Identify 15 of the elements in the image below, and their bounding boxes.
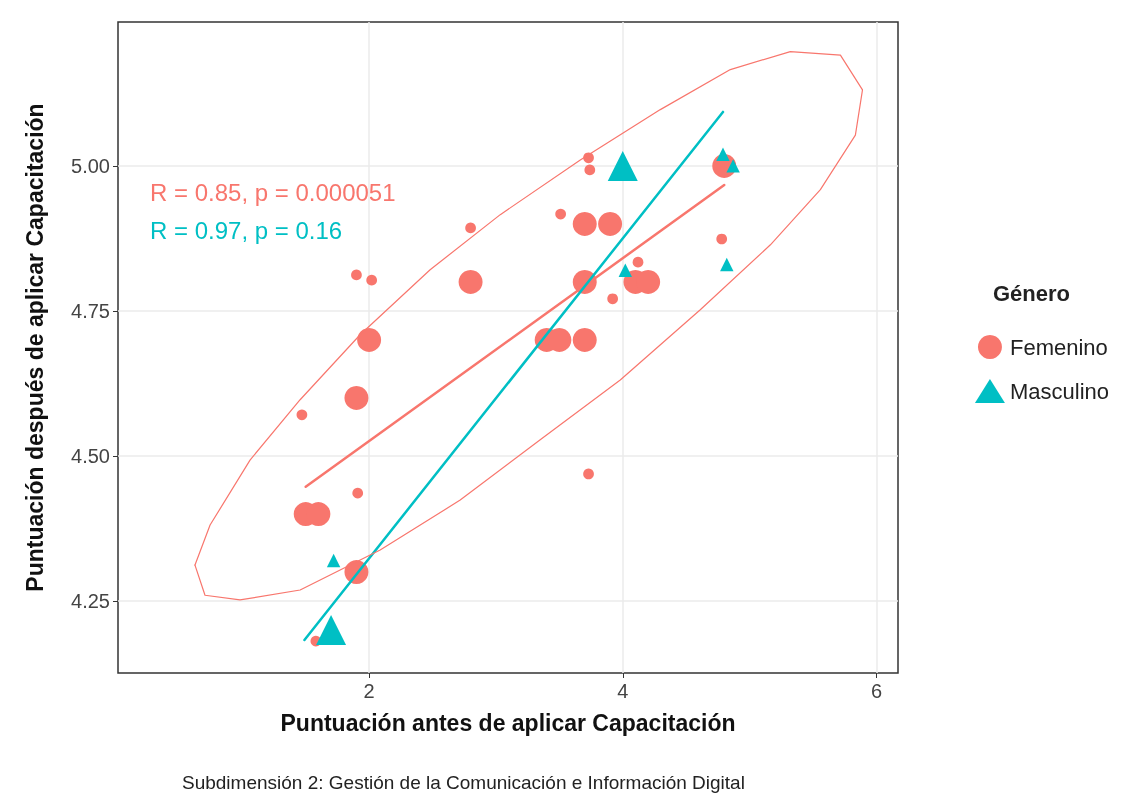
x-axis-title: Puntuación antes de aplicar Capacitación — [280, 709, 736, 736]
x-tick-label: 2 — [363, 680, 375, 702]
annotation: R = 0.85, p = 0.000051 — [150, 178, 396, 206]
y-tick-label: 4.75 — [71, 299, 110, 322]
x-tick-label: 4 — [617, 680, 629, 702]
text: Subdimensión 2: Gestión de la Comunicación e Información Digital — [182, 772, 745, 793]
legend-title: Género — [992, 280, 1071, 306]
legend-label: Femenino — [1009, 334, 1108, 360]
y-tick-label: 4.50 — [71, 445, 110, 467]
y-axis-title: Puntuación después de aplicar Capacitación — [21, 103, 48, 592]
y-tick-label: 5.00 — [71, 154, 110, 177]
annotation: R = 0.97, p = 0.16 — [150, 216, 343, 244]
legend-label: Masculino — [1009, 378, 1109, 404]
y-tick-label: 4.25 — [71, 590, 110, 613]
x-tick-label: 6 — [870, 680, 882, 702]
